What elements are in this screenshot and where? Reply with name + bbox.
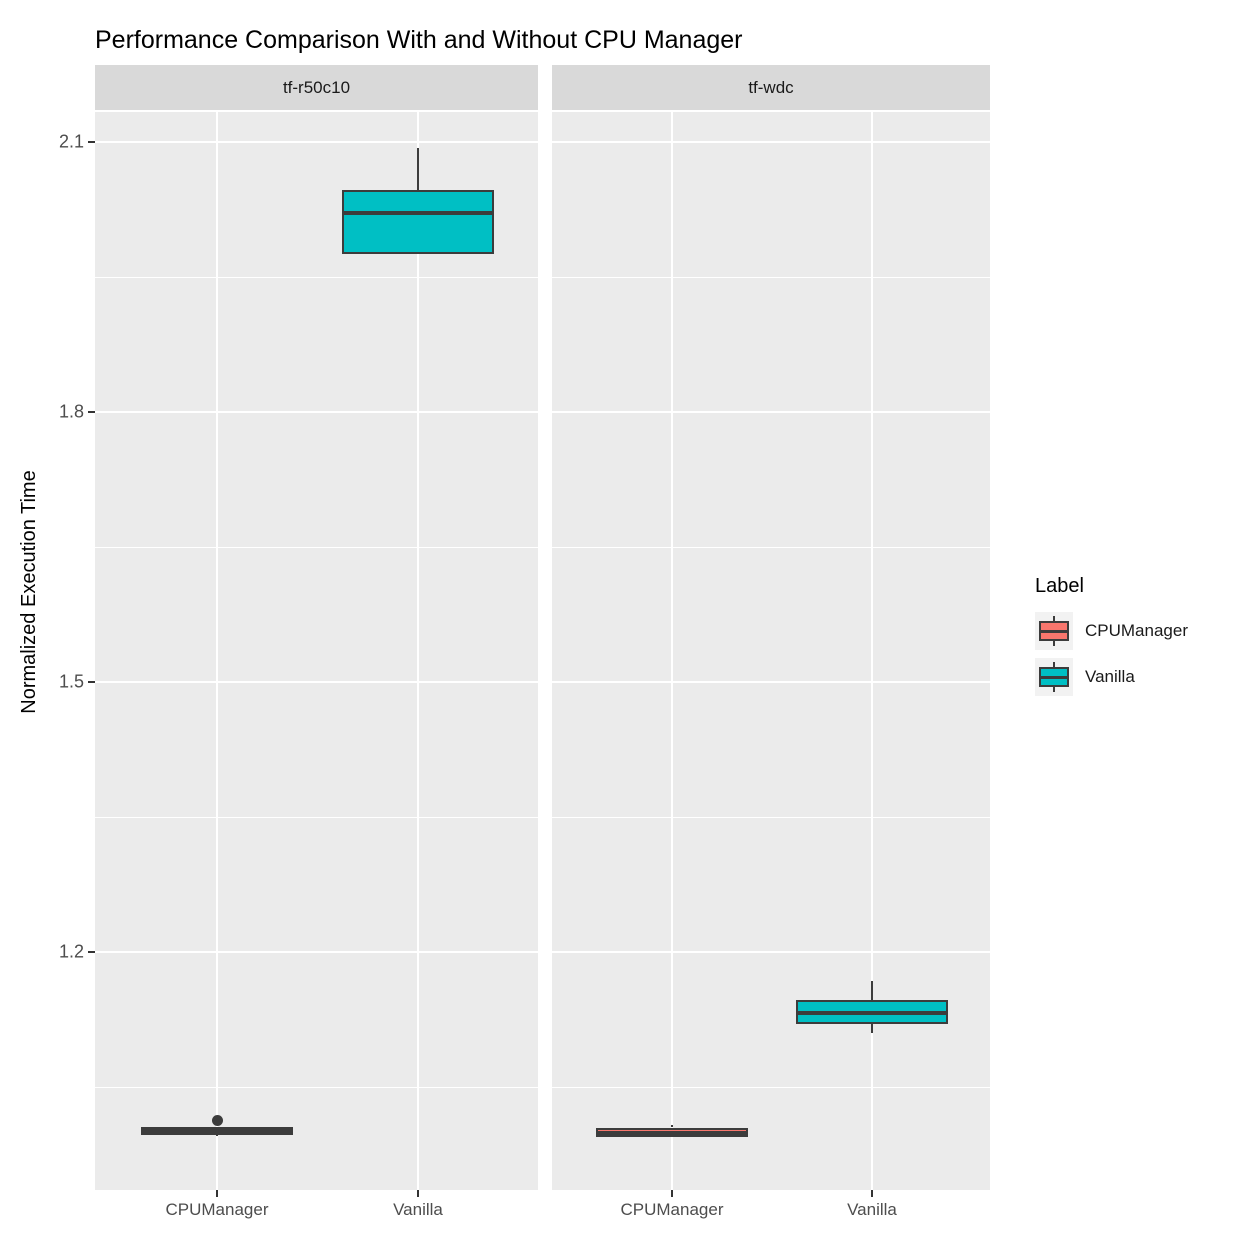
minor-gridline bbox=[552, 1087, 990, 1088]
x-tick-mark bbox=[671, 1190, 673, 1197]
minor-gridline bbox=[552, 547, 990, 548]
y-tick-mark bbox=[88, 141, 95, 143]
minor-gridline bbox=[95, 1087, 538, 1088]
major-gridline bbox=[95, 681, 538, 683]
legend-key-median bbox=[1039, 629, 1069, 633]
major-gridline bbox=[552, 411, 990, 413]
minor-gridline bbox=[95, 277, 538, 278]
upper-whisker bbox=[871, 980, 873, 1000]
y-tick-label: 1.8 bbox=[58, 401, 84, 422]
facet-strip: tf-r50c10 bbox=[95, 65, 538, 110]
legend: Label CPUManager Vanilla bbox=[1035, 575, 1188, 704]
legend-key-vanilla bbox=[1035, 658, 1073, 696]
median-line bbox=[796, 1011, 948, 1016]
legend-key-median bbox=[1039, 675, 1069, 679]
x-tick-label: CPUManager bbox=[165, 1200, 269, 1219]
x-tick-mark bbox=[871, 1190, 873, 1197]
x-tick-mark bbox=[417, 1190, 419, 1197]
y-tick-label: 1.2 bbox=[58, 941, 84, 962]
lower-whisker bbox=[216, 1134, 218, 1137]
major-gridline bbox=[552, 681, 990, 683]
y-tick-mark bbox=[88, 411, 95, 413]
facet-strip-label: tf-r50c10 bbox=[282, 77, 351, 97]
legend-key-cpumanager bbox=[1035, 612, 1073, 650]
major-gridline bbox=[552, 141, 990, 143]
outlier-point bbox=[212, 1115, 223, 1127]
minor-gridline bbox=[552, 817, 990, 818]
y-tick-label: 2.1 bbox=[58, 131, 84, 152]
x-tick-label: CPUManager bbox=[620, 1200, 724, 1219]
median-line bbox=[342, 211, 494, 216]
legend-label: CPUManager bbox=[1085, 621, 1188, 640]
y-tick-mark bbox=[88, 951, 95, 953]
facet-strip: tf-wdc bbox=[552, 65, 990, 110]
median-line bbox=[141, 1129, 293, 1134]
legend-entry: CPUManager bbox=[1035, 612, 1188, 650]
category-gridline bbox=[216, 112, 218, 1190]
minor-gridline bbox=[95, 547, 538, 548]
median-line bbox=[596, 1130, 748, 1135]
major-gridline bbox=[95, 411, 538, 413]
lower-whisker bbox=[871, 1024, 873, 1033]
category-gridline bbox=[671, 112, 673, 1190]
major-gridline bbox=[552, 951, 990, 953]
box-vanilla bbox=[342, 189, 494, 254]
x-tick-label: Vanilla bbox=[393, 1200, 443, 1219]
chart-title: Performance Comparison With and Without … bbox=[95, 26, 743, 54]
x-tick-label: Vanilla bbox=[847, 1200, 897, 1219]
major-gridline bbox=[95, 951, 538, 953]
facet-strip-label: tf-wdc bbox=[748, 77, 794, 97]
facet-panel bbox=[552, 112, 990, 1190]
legend-entry: Vanilla bbox=[1035, 658, 1188, 696]
minor-gridline bbox=[552, 277, 990, 278]
category-gridline bbox=[417, 112, 419, 1190]
legend-label: Vanilla bbox=[1085, 667, 1135, 686]
upper-whisker bbox=[671, 1124, 673, 1128]
major-gridline bbox=[95, 141, 538, 143]
facet-panel bbox=[95, 112, 538, 1190]
category-gridline bbox=[871, 112, 873, 1190]
y-tick-mark bbox=[88, 681, 95, 683]
legend-title: Label bbox=[1035, 575, 1084, 597]
x-tick-mark bbox=[216, 1190, 218, 1197]
minor-gridline bbox=[95, 817, 538, 818]
upper-whisker bbox=[417, 148, 419, 190]
y-tick-label: 1.5 bbox=[58, 671, 84, 692]
